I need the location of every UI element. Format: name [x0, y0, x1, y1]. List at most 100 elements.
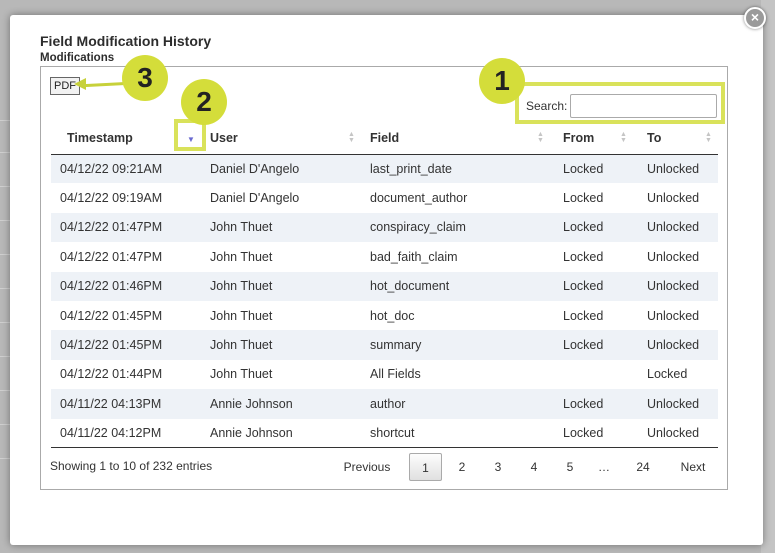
- pagination-page-3[interactable]: 3: [494, 460, 502, 474]
- table-row[interactable]: 04/12/22 01:47PM John Thuet conspiracy_cla…: [51, 212, 718, 243]
- cell-to: Unlocked: [647, 249, 700, 264]
- pagination-page-24[interactable]: 24: [636, 460, 650, 474]
- column-header-label: User: [210, 130, 238, 145]
- cell-field: author: [362, 389, 548, 419]
- cell-to: Unlocked: [633, 212, 718, 243]
- sort-icon: ▲ ▼: [705, 131, 712, 144]
- cell-from: Locked: [548, 389, 633, 419]
- cell-timestamp: 04/12/22 01:44PM: [60, 367, 163, 382]
- cell-to: Locked: [647, 367, 688, 382]
- callout-badge-3: 3: [122, 55, 168, 101]
- pagination-next[interactable]: Next: [680, 460, 706, 474]
- table-row[interactable]: 04/12/22 01:46PM John Thuet hot_document Lo…: [51, 271, 718, 301]
- cell-timestamp: 04/11/22 04:12PM: [51, 418, 202, 449]
- search-input[interactable]: [570, 94, 717, 118]
- bg-line: [0, 152, 10, 153]
- bg-line: [0, 186, 10, 187]
- cell-from: Locked: [563, 249, 604, 264]
- cell-timestamp: 04/12/22 09:19AM: [60, 191, 163, 206]
- cell-timestamp: 04/12/22 01:46PM: [51, 271, 202, 301]
- table-row[interactable]: 04/11/22 04:13PM Annie Johnson author Locke…: [51, 389, 718, 419]
- cell-timestamp: 04/12/22 01:45PM: [60, 308, 163, 323]
- cell-to: Unlocked: [633, 154, 718, 184]
- entries-info: Showing 1 to 10 of 232 entries: [50, 459, 213, 473]
- cell-timestamp: 04/12/22 01:47PM: [60, 249, 163, 264]
- background-page-edge: [761, 0, 775, 553]
- bg-line: [0, 390, 10, 391]
- cell-user: John Thuet: [210, 308, 273, 323]
- callout-highlight-sort: [174, 119, 206, 151]
- cell-to: Unlocked: [633, 271, 718, 301]
- cell-timestamp: 04/11/22 04:13PM: [51, 389, 202, 419]
- column-header-to[interactable]: To ▲ ▼: [633, 122, 718, 155]
- pagination-ellipsis: …: [598, 460, 610, 474]
- cell-to: Unlocked: [647, 191, 700, 206]
- cell-user: John Thuet: [202, 330, 362, 360]
- bg-line: [0, 288, 10, 289]
- table-header-row: Timestamp ▼ User ▲ ▼ Field ▲ ▼ From ▲ ▼: [51, 122, 718, 155]
- cell-from: Locked: [548, 212, 633, 243]
- pagination-previous[interactable]: Previous: [343, 460, 391, 474]
- cell-to: Unlocked: [647, 308, 700, 323]
- bg-line: [0, 424, 10, 425]
- dialog-title: Field Modification History: [40, 33, 212, 49]
- pagination-page-2[interactable]: 2: [458, 460, 466, 474]
- sort-desc-icon: ▼: [187, 135, 195, 144]
- table-row[interactable]: 04/12/22 01:47PM John Thuet bad_faith_clai…: [51, 242, 718, 271]
- table-row[interactable]: 04/12/22 09:21AM Daniel D'Angelo last_prin…: [51, 154, 718, 184]
- cell-to: Unlocked: [633, 418, 718, 449]
- cell-user: John Thuet: [202, 212, 362, 243]
- table-row[interactable]: 04/12/22 01:44PM John Thuet All Fields Lock…: [51, 360, 718, 389]
- cell-user: Daniel D'Angelo: [210, 191, 300, 206]
- column-header-label: Timestamp: [67, 130, 133, 145]
- table-row[interactable]: 04/12/22 09:19AM Daniel D'Angelo document_…: [51, 183, 718, 212]
- table-body: 04/12/22 09:21AM Daniel D'Angelo last_prin…: [51, 154, 718, 449]
- cell-field: conspiracy_claim: [362, 212, 548, 243]
- bg-line: [0, 220, 10, 221]
- bg-line: [0, 458, 10, 459]
- callout-highlight-search: [515, 82, 725, 124]
- cell-from: Locked: [563, 308, 604, 323]
- cell-user: Daniel D'Angelo: [202, 154, 362, 184]
- table-row[interactable]: 04/11/22 04:12PM Annie Johnson shortcut Loc…: [51, 418, 718, 449]
- modifications-panel: PDF Search: Timestamp ▼ User ▲ ▼ Field: [40, 66, 728, 490]
- cell-field: hot_document: [362, 271, 548, 301]
- sort-icon: ▲ ▼: [348, 131, 355, 144]
- callout-arrow-head: [74, 78, 86, 90]
- table-row[interactable]: 04/12/22 01:45PM John Thuet summary Locked U…: [51, 330, 718, 360]
- dialog-subtitle: Modifications: [40, 52, 115, 64]
- cell-field: bad_faith_claim: [370, 249, 458, 264]
- close-icon[interactable]: ×: [744, 7, 766, 29]
- column-header-from[interactable]: From ▲ ▼: [548, 122, 633, 155]
- callout-badge-1: 1: [479, 58, 525, 104]
- callout-badge-2: 2: [181, 79, 227, 125]
- column-header-field[interactable]: Field ▲ ▼: [362, 122, 548, 155]
- cell-to: Unlocked: [633, 330, 718, 360]
- pagination-page-1[interactable]: 1: [409, 453, 442, 481]
- bg-line: [0, 120, 10, 121]
- cell-user: Annie Johnson: [202, 418, 362, 449]
- bg-line: [0, 356, 10, 357]
- cell-user: Annie Johnson: [202, 389, 362, 419]
- bg-line: [0, 322, 10, 323]
- column-header-label: From: [563, 130, 595, 145]
- sort-icon: ▲ ▼: [620, 131, 627, 144]
- cell-user: John Thuet: [202, 271, 362, 301]
- bg-line: [0, 254, 10, 255]
- cell-field: document_author: [370, 191, 468, 206]
- column-header-user[interactable]: User ▲ ▼: [202, 122, 362, 155]
- cell-to: Unlocked: [633, 389, 718, 419]
- cell-from: Locked: [548, 154, 633, 184]
- cell-user: John Thuet: [210, 367, 273, 382]
- cell-from: Locked: [548, 418, 633, 449]
- pagination-page-5[interactable]: 5: [566, 460, 574, 474]
- table-row[interactable]: 04/12/22 01:45PM John Thuet hot_doc Locked U…: [51, 301, 718, 330]
- cell-timestamp: 04/12/22 01:47PM: [51, 212, 202, 243]
- search-label: Search:: [526, 99, 568, 113]
- column-header-label: Field: [370, 130, 400, 145]
- column-header-label: To: [647, 130, 662, 145]
- cell-from: Locked: [548, 330, 633, 360]
- cell-field: summary: [362, 330, 548, 360]
- pagination-page-4[interactable]: 4: [530, 460, 538, 474]
- cell-field: hot_doc: [370, 308, 415, 323]
